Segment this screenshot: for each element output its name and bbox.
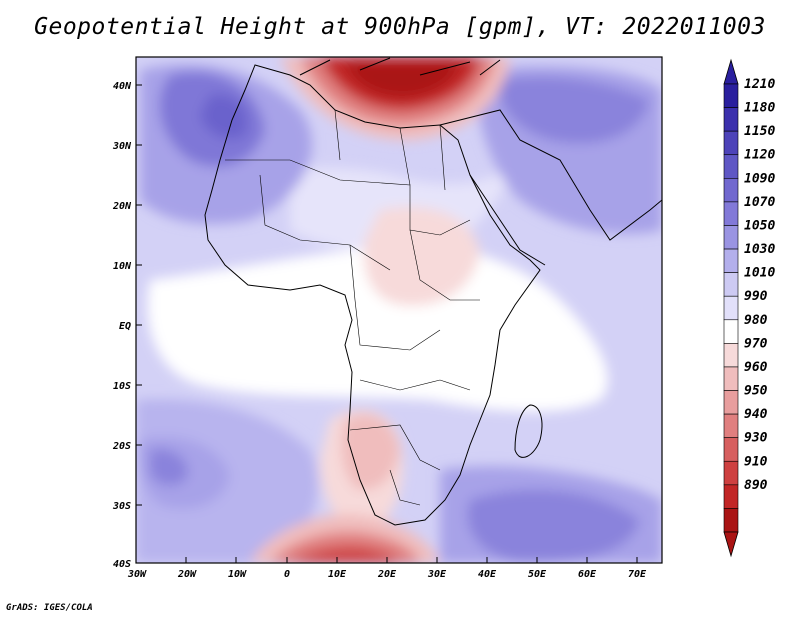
colorbar-arrow-bottom bbox=[723, 531, 739, 558]
lat-label: 20N bbox=[112, 201, 132, 212]
lat-label: 10S bbox=[113, 381, 131, 392]
lat-label: EQ bbox=[119, 321, 131, 332]
colorbar-swatch bbox=[723, 366, 739, 391]
colorbar-swatch bbox=[723, 154, 739, 179]
colorbar-swatch bbox=[723, 272, 739, 297]
colorbar-swatch bbox=[723, 248, 739, 273]
lat-label: 30S bbox=[112, 501, 131, 512]
lat-label: 20S bbox=[112, 441, 131, 452]
colorbar-swatch bbox=[723, 413, 739, 438]
plot-frame bbox=[135, 56, 663, 564]
colorbar-label: 940 bbox=[744, 407, 768, 422]
lon-label: 60E bbox=[578, 569, 597, 580]
colorbar-swatch bbox=[723, 295, 739, 321]
colorbar-label: 930 bbox=[744, 431, 768, 446]
colorbar-label: 980 bbox=[744, 313, 768, 328]
lon-label: 30E bbox=[427, 569, 447, 580]
lat-label: 30N bbox=[112, 141, 132, 152]
lon-label: 20W bbox=[177, 569, 197, 580]
colorbar-swatch bbox=[723, 225, 739, 250]
colorbar: 1210 1180 1150 1120 1090 1070 1050 1030 1010 990 9… bbox=[723, 58, 775, 558]
colorbar-swatch bbox=[723, 484, 739, 509]
colorbar-label: 970 bbox=[744, 336, 768, 351]
lon-label: 30W bbox=[127, 569, 147, 580]
colorbar-label: 1120 bbox=[744, 148, 775, 163]
chart-title: Geopotential Height at 900hPa [gpm], VT:… bbox=[34, 14, 766, 40]
latitude-axis: 40N 30N 20N 10N EQ 10S 20S 30S 40S bbox=[112, 81, 142, 570]
colorbar-arrow-top bbox=[723, 58, 739, 85]
lat-label: 40N bbox=[113, 81, 132, 92]
geopotential-field bbox=[136, 57, 662, 563]
lon-label: 10W bbox=[228, 569, 247, 580]
colorbar-label: 1150 bbox=[744, 124, 775, 139]
coastlines bbox=[204, 57, 662, 526]
colorbar-swatch bbox=[723, 107, 739, 132]
colorbar-swatch bbox=[723, 437, 739, 462]
colorbar-swatch bbox=[723, 508, 739, 533]
colorbar-swatch bbox=[723, 178, 739, 203]
colorbar-label: 960 bbox=[744, 360, 768, 375]
colorbar-label: 890 bbox=[744, 478, 768, 493]
colorbar-label: 1180 bbox=[744, 101, 775, 116]
country-borders bbox=[225, 109, 480, 506]
colorbar-label: 1050 bbox=[744, 218, 775, 233]
colorbar-label: 1070 bbox=[744, 195, 775, 210]
lon-label: 0 bbox=[284, 569, 290, 580]
lon-label: 40E bbox=[478, 569, 497, 580]
colorbar-label: 910 bbox=[744, 454, 768, 469]
colorbar-swatch bbox=[723, 130, 739, 156]
colorbar-label: 1030 bbox=[744, 242, 775, 257]
colorbar-label: 1090 bbox=[744, 171, 775, 186]
colorbar-label: 990 bbox=[744, 289, 768, 304]
lat-label: 40S bbox=[113, 559, 131, 570]
lon-label: 50E bbox=[528, 569, 547, 580]
colorbar-label: 950 bbox=[744, 384, 768, 399]
colorbar-swatch bbox=[723, 390, 739, 415]
colorbar-label: 1210 bbox=[744, 77, 775, 92]
colorbar-swatch bbox=[723, 343, 739, 368]
lon-label: 20E bbox=[377, 569, 397, 580]
lon-label: 70E bbox=[628, 569, 647, 580]
grads-credit: GrADS: IGES/COLA bbox=[6, 603, 93, 613]
colorbar-swatch bbox=[723, 460, 739, 486]
colorbar-label: 1010 bbox=[744, 266, 775, 281]
lon-label: 10E bbox=[328, 569, 347, 580]
longitude-axis: 30W 20W 10W 0 10E 20E 30E 40E 50E 60E 70… bbox=[127, 557, 647, 580]
lat-label: 10N bbox=[113, 261, 132, 272]
colorbar-swatch bbox=[723, 319, 739, 344]
colorbar-swatch bbox=[723, 83, 739, 108]
colorbar-swatch bbox=[723, 201, 739, 226]
